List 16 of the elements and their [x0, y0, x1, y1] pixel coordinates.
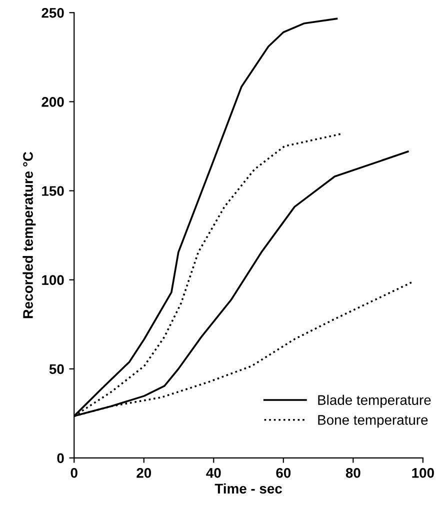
y-axis-title: Recorded temperature °C — [22, 152, 36, 318]
y-tick-label: 200 — [42, 97, 64, 107]
y-tick-label: 0 — [57, 453, 64, 464]
x-tick-label: 20 — [136, 468, 152, 478]
y-tick-label: 50 — [49, 364, 64, 374]
x-tick-label: 0 — [70, 468, 78, 478]
y-tick-label: 100 — [42, 275, 64, 285]
x-tick-label: 100 — [412, 468, 434, 478]
x-tick-label: 60 — [276, 468, 291, 478]
x-tick-label: 80 — [346, 468, 360, 478]
y-tick-label: 250 — [42, 8, 64, 18]
x-axis-title: Time - sec — [214, 483, 282, 494]
y-tick-label: 150 — [42, 186, 64, 196]
legend-label: Blade temperature — [318, 394, 431, 408]
legend-label: Bone temperature — [318, 415, 428, 428]
x-tick-label: 40 — [206, 468, 221, 478]
